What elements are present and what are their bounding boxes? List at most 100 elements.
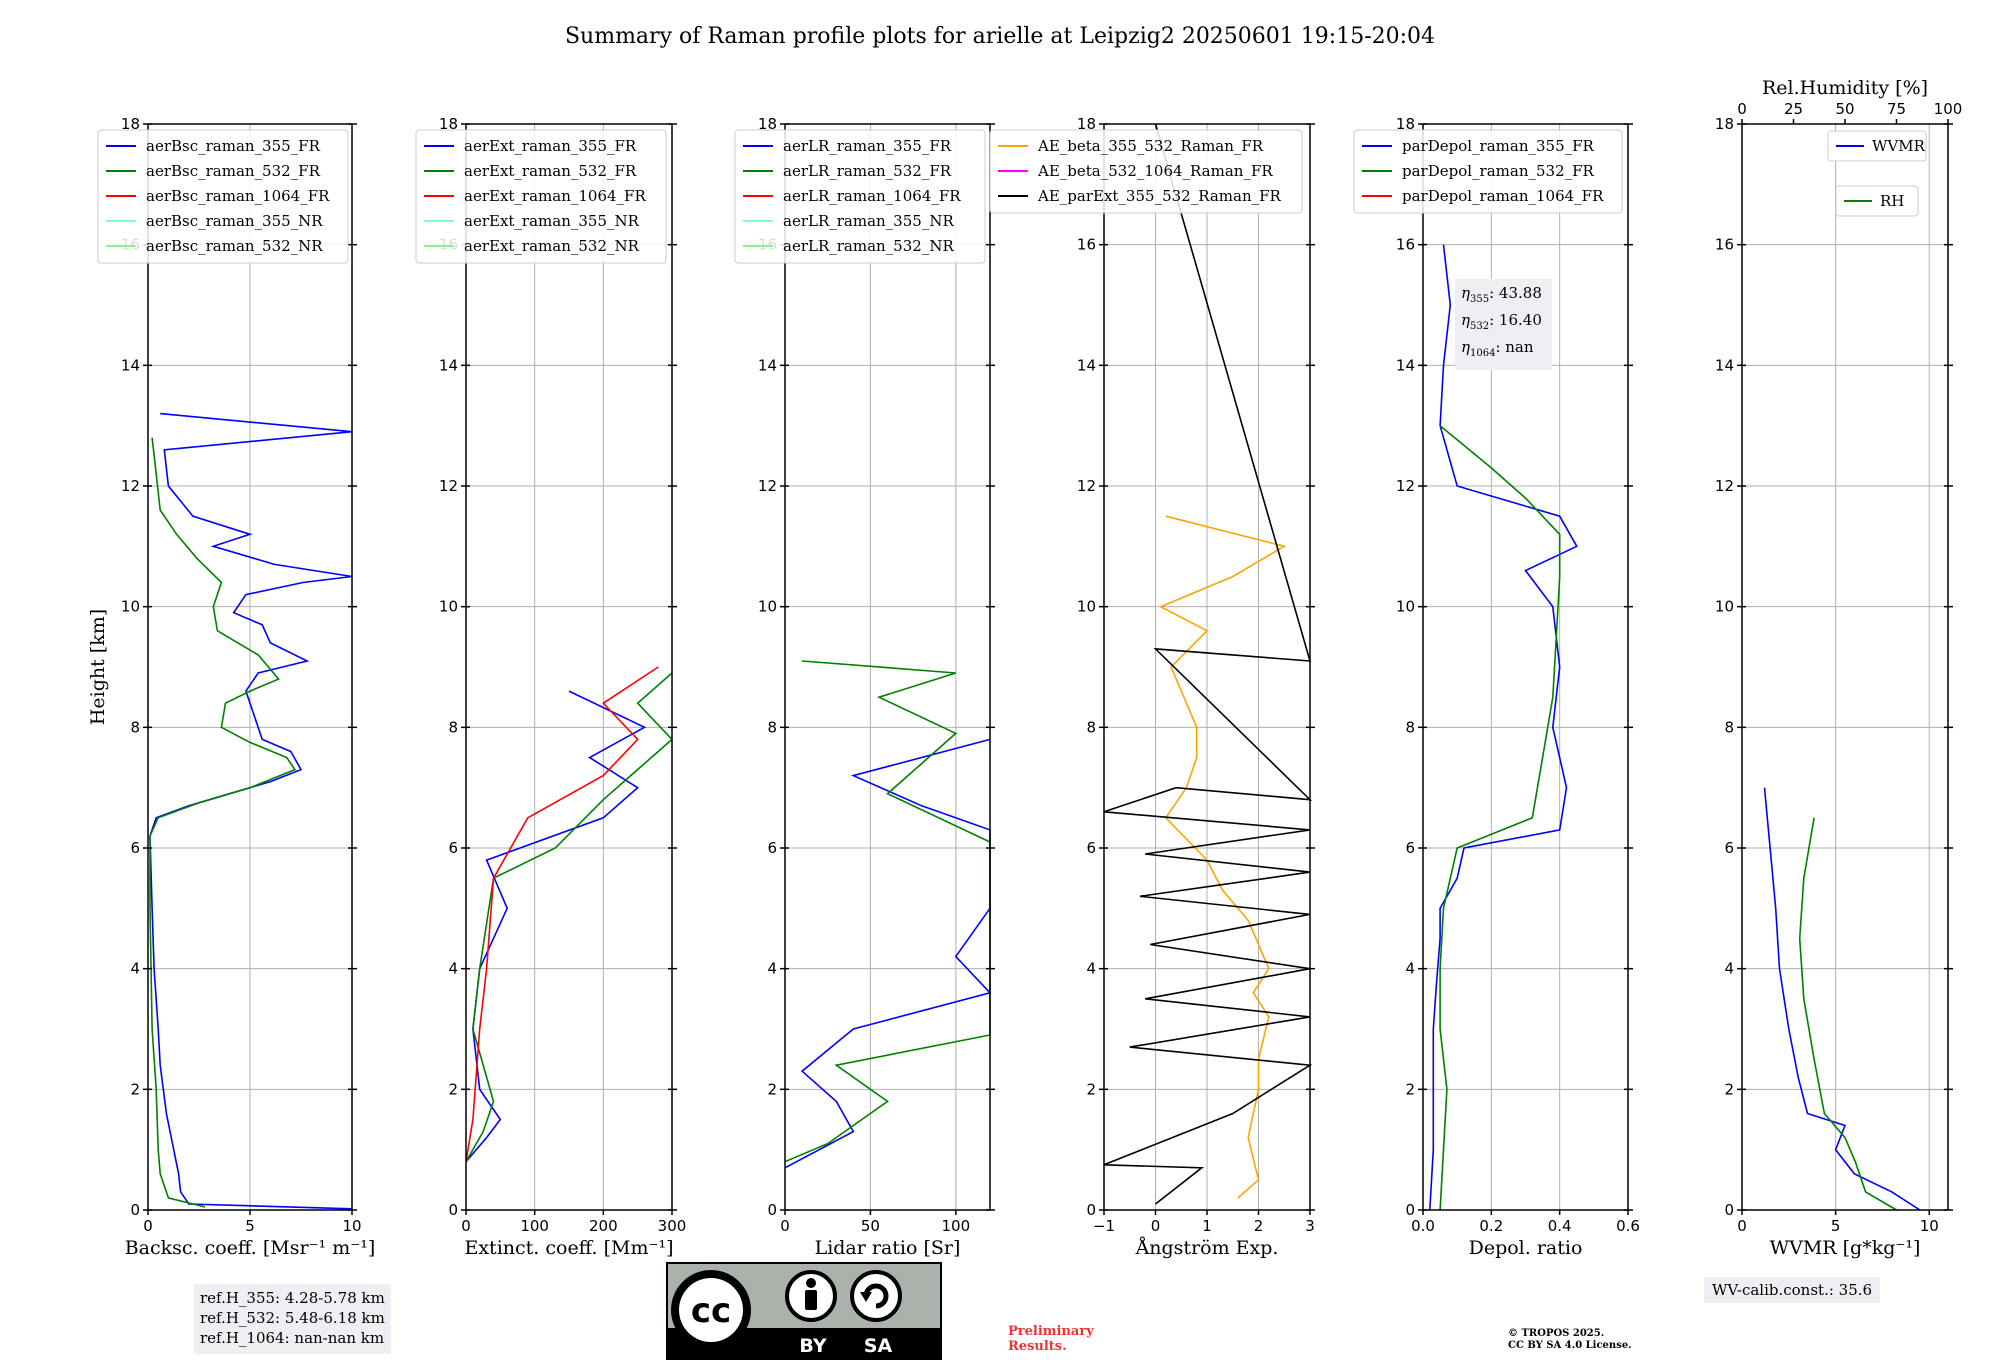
legend-box: [734, 129, 986, 264]
y-tick-label: 0: [1724, 1201, 1734, 1219]
legend-label: aerLR_raman_532_FR: [783, 162, 952, 180]
legend-label: aerBsc_raman_355_NR: [146, 212, 323, 230]
x-tick-label: 5: [1831, 1217, 1841, 1235]
y-tick-label: 6: [1405, 839, 1415, 857]
x-axis-label: Backsc. coeff. [Msr⁻¹ m⁻¹]: [125, 1237, 376, 1259]
legend-label: aerBsc_raman_1064_FR: [146, 187, 330, 205]
y-tick-label: 6: [1086, 839, 1096, 857]
plot-area: [1742, 124, 1948, 1210]
y-tick-label: 8: [130, 718, 140, 736]
y-tick-label: 0: [1405, 1201, 1415, 1219]
series-line-parDepol_raman_355_FR: [1429, 244, 1578, 1211]
reference-height-box: ref.H_355: 4.28-5.78 km ref.H_532: 5.48-…: [194, 1284, 391, 1354]
series-line-parDepol_raman_532_FR: [1439, 425, 1561, 1211]
legend-label: RH: [1880, 192, 1904, 210]
y-tick-label: 2: [1405, 1080, 1415, 1098]
cc-by-sa-badge: cc BY SA: [666, 1262, 942, 1360]
y-tick-label: 2: [767, 1080, 777, 1098]
y-tick-label: 2: [1086, 1080, 1096, 1098]
y-tick-label: 10: [1396, 598, 1415, 616]
x-tick-label: 100: [942, 1217, 971, 1235]
y-tick-label: 6: [130, 839, 140, 857]
y-tick-label: 14: [1715, 356, 1734, 374]
y-tick-label: 16: [1396, 236, 1415, 254]
y-tick-label: 12: [758, 477, 777, 495]
legend-label: aerExt_raman_532_FR: [464, 162, 637, 180]
copyright-note: © TROPOS 2025. CC BY SA 4.0 License.: [1508, 1328, 1632, 1351]
x-tick-label: 0.6: [1616, 1217, 1640, 1235]
x-axis-label: WVMR [g*kg⁻¹]: [1770, 1237, 1921, 1259]
x-tick-label: 2: [1254, 1217, 1264, 1235]
legend-label: WVMR: [1872, 137, 1926, 155]
y-tick-label: 14: [439, 356, 458, 374]
ref-height-532: ref.H_532: 5.48-6.18 km: [200, 1309, 385, 1327]
y-tick-label: 18: [1396, 115, 1415, 133]
y-tick-label: 2: [1724, 1080, 1734, 1098]
y-tick-label: 0: [448, 1201, 458, 1219]
panel-lr: 024681012141618050100Lidar ratio [Sr]aer…: [734, 115, 995, 1259]
legend-label: aerLR_raman_355_FR: [783, 137, 952, 155]
y-tick-label: 4: [448, 960, 458, 978]
cc-by-label: BY: [799, 1335, 826, 1357]
y-tick-label: 10: [439, 598, 458, 616]
wv-calibration-box: WV-calib.const.: 35.6: [1704, 1277, 1881, 1303]
y-axis-label: Height [km]: [87, 609, 109, 725]
y-tick-label: 12: [1077, 477, 1096, 495]
y-tick-label: 18: [121, 115, 140, 133]
x-tick-label: 0: [143, 1217, 153, 1235]
y-tick-label: 10: [1077, 598, 1096, 616]
x2-axis-label: Rel.Humidity [%]: [1762, 77, 1928, 99]
y-tick-label: 12: [1396, 477, 1415, 495]
series-line-aerBsc_raman_355_FR: [149, 412, 353, 1210]
y-tick-label: 8: [767, 718, 777, 736]
y-tick-label: 2: [130, 1080, 140, 1098]
legend-box: [97, 129, 349, 264]
x2-tick-label: 50: [1835, 100, 1854, 118]
x-tick-label: 300: [658, 1217, 687, 1235]
y-tick-label: 6: [1724, 839, 1734, 857]
y-tick-label: 8: [1724, 718, 1734, 736]
y-tick-label: 0: [1086, 1201, 1096, 1219]
cc-sa-label: SA: [864, 1335, 893, 1357]
panels: 0 2 4 6 8 10 12 14 16 18 0 5 10 Backsc. coeff. [Msr⁻¹…: [87, 77, 1962, 1259]
cc-logo-icon: [679, 1278, 743, 1342]
series-line-aerExt_raman_1064_FR: [465, 666, 659, 1162]
legend-label: parDepol_raman_1064_FR: [1402, 187, 1604, 205]
eta-355: η355: 43.88: [1461, 284, 1542, 305]
panel-ext: 0246810121416180100200300Extinct. coeff.…: [415, 115, 687, 1259]
y-tick-label: 8: [1405, 718, 1415, 736]
x2-tick-label: 25: [1784, 100, 1803, 118]
eta-532: η532: 16.40: [1461, 311, 1542, 332]
x-tick-label: 0: [1151, 1217, 1161, 1235]
x-tick-label: 0: [461, 1217, 471, 1235]
preliminary-note: Preliminary Results.: [1008, 1324, 1094, 1354]
legend-label: AE_beta_355_532_Raman_FR: [1037, 137, 1264, 155]
y-tick-label: 12: [1715, 477, 1734, 495]
y-tick-label: 16: [1715, 236, 1734, 254]
panel-bsc: 0246810121416180510Backsc. coeff. [Msr⁻¹…: [87, 115, 375, 1259]
svg-text:cc: cc: [691, 1291, 731, 1331]
x-tick-label: 0.2: [1479, 1217, 1503, 1235]
figure-title: Summary of Raman profile plots for ariel…: [565, 24, 1435, 49]
legend-box: [1827, 130, 1927, 162]
legend-box: [989, 129, 1303, 214]
x2-tick-label: 100: [1934, 100, 1963, 118]
legend-box: [415, 129, 667, 264]
legend-label: aerBsc_raman_355_FR: [146, 137, 321, 155]
x-axis-label: Extinct. coeff. [Mm⁻¹]: [464, 1237, 673, 1259]
y-tick-label: 14: [1077, 356, 1096, 374]
y-tick-label: 12: [121, 477, 140, 495]
legend-label: aerExt_raman_355_FR: [464, 137, 637, 155]
y-tick-label: 18: [439, 115, 458, 133]
legend-box: [1353, 129, 1623, 214]
y-tick-label: 6: [448, 839, 458, 857]
plot-area: [466, 124, 672, 1210]
x-axis-label: Ångström Exp.: [1135, 1237, 1279, 1259]
y-tick-label: 18: [1077, 115, 1096, 133]
legend-box: [1835, 185, 1919, 217]
y-tick-label: 14: [1396, 356, 1415, 374]
legend-label: aerLR_raman_355_NR: [783, 212, 954, 230]
